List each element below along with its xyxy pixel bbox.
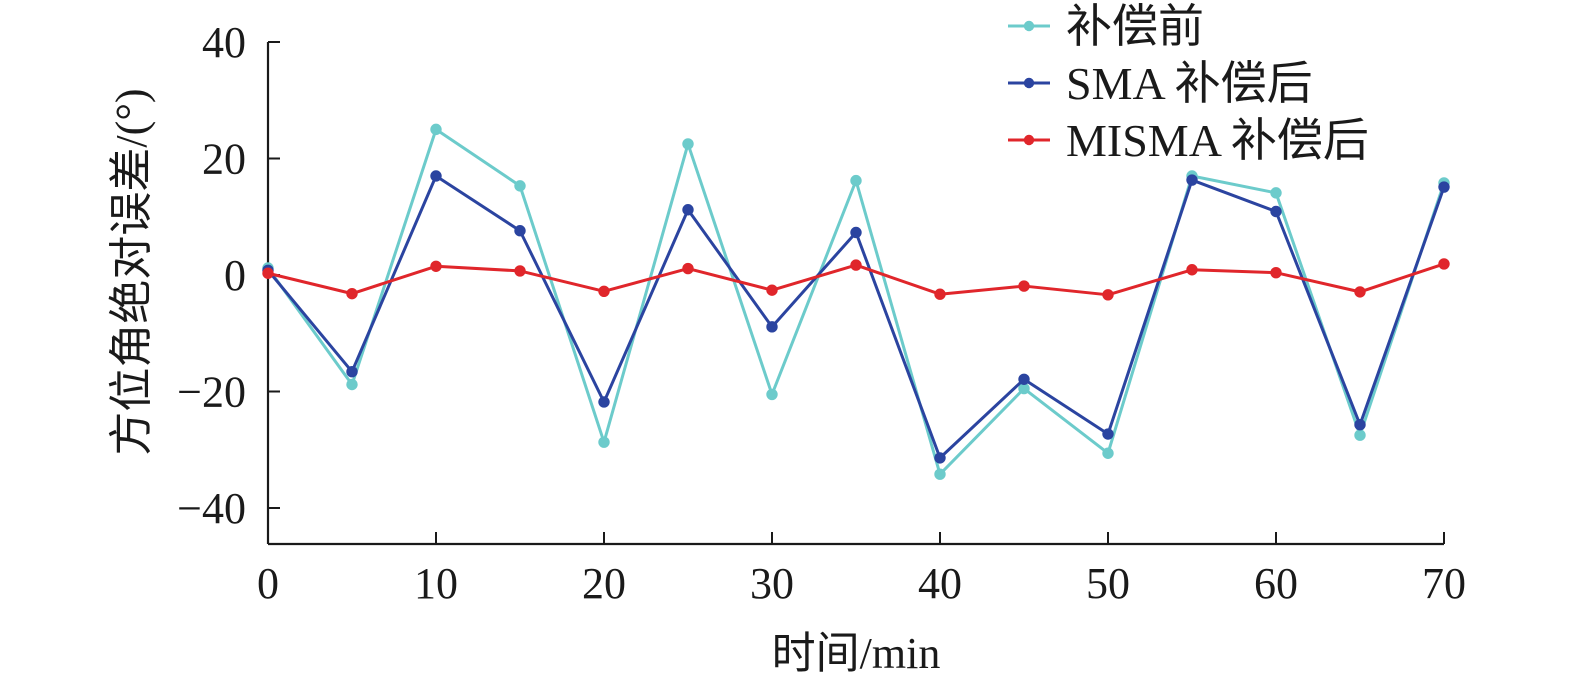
legend-marker — [1023, 20, 1035, 32]
data-point — [1102, 428, 1114, 440]
y-axis-title: 方位角绝对误差/(°) — [107, 88, 156, 455]
series-line — [266, 174, 1446, 460]
data-point — [430, 260, 442, 272]
series-1 — [262, 123, 1450, 480]
x-axis-title: 时间/min — [772, 629, 941, 678]
data-point — [430, 123, 442, 136]
data-point — [598, 436, 610, 448]
data-point — [1018, 373, 1030, 385]
data-point — [262, 267, 274, 279]
data-point — [1354, 429, 1366, 441]
data-point — [1270, 205, 1282, 218]
x-tick-label: 70 — [1422, 559, 1466, 608]
data-point — [934, 288, 946, 300]
y-tick-label: 0 — [224, 251, 246, 300]
y-tick-label: 20 — [202, 135, 246, 184]
data-point — [934, 452, 946, 464]
data-point — [1186, 174, 1198, 186]
axes: −40 −20 0 20 40 0 10 20 30 40 50 60 70 — [177, 18, 1466, 608]
data-point — [598, 396, 610, 408]
series-layer — [262, 123, 1450, 480]
data-point — [598, 285, 610, 298]
data-point — [1186, 264, 1198, 276]
data-point — [346, 287, 358, 300]
x-tick-label: 60 — [1254, 559, 1298, 608]
legend-label: 补偿前 — [1066, 1, 1204, 52]
y-tick-label: −40 — [177, 484, 246, 533]
y-tick-label: −20 — [177, 368, 246, 417]
data-point — [1354, 286, 1366, 298]
data-point — [514, 225, 526, 237]
data-point — [850, 226, 862, 239]
legend-item-3: MISMA 补偿后 — [1008, 115, 1369, 166]
y-tick-label: 40 — [202, 18, 246, 67]
x-tick-label: 50 — [1086, 559, 1130, 608]
data-point — [682, 204, 694, 216]
legend: 补偿前 SMA 补偿后 MISMA 补偿后 — [1008, 1, 1369, 166]
data-point — [1102, 289, 1114, 301]
data-point — [1438, 181, 1450, 193]
series-2 — [262, 170, 1450, 464]
data-point — [682, 262, 694, 275]
data-point — [1438, 258, 1450, 270]
data-point — [850, 174, 862, 187]
legend-item-1: 补偿前 — [1008, 1, 1204, 52]
x-tick-label: 0 — [257, 559, 279, 608]
data-point — [1018, 280, 1030, 292]
data-point — [934, 468, 946, 480]
data-point — [766, 388, 778, 401]
data-point — [346, 378, 358, 391]
legend-label: MISMA 补偿后 — [1066, 115, 1369, 166]
data-point — [766, 284, 778, 296]
data-point — [514, 265, 526, 277]
x-tick-label: 20 — [582, 559, 626, 608]
data-point — [430, 170, 442, 182]
data-point — [1354, 419, 1366, 431]
legend-marker — [1023, 77, 1035, 89]
x-tick-label: 10 — [414, 559, 458, 608]
data-point — [346, 365, 358, 378]
data-point — [850, 259, 862, 271]
data-point — [1270, 187, 1282, 199]
x-tick-label: 40 — [918, 559, 962, 608]
data-point — [682, 138, 694, 150]
legend-item-2: SMA 补偿后 — [1008, 58, 1313, 109]
series-3 — [262, 258, 1450, 301]
legend-marker — [1023, 134, 1035, 146]
data-point — [1270, 266, 1282, 279]
data-point — [766, 321, 778, 333]
data-point — [514, 180, 526, 192]
data-point — [1102, 447, 1114, 459]
x-tick-label: 30 — [750, 559, 794, 608]
legend-label: SMA 补偿后 — [1066, 58, 1313, 109]
